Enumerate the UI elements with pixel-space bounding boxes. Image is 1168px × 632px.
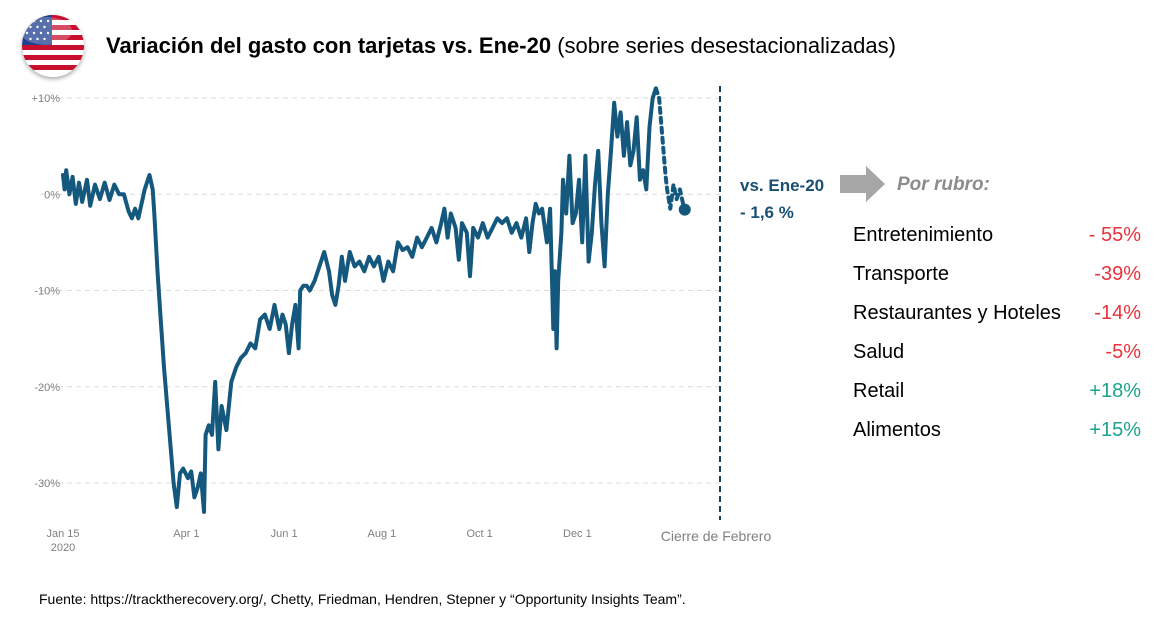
rubro-list: Entretenimiento - 55% Transporte -39% Restau…: [853, 224, 1153, 458]
y-tick-label: -10%: [34, 286, 60, 298]
rubro-value: +18%: [1089, 380, 1141, 402]
y-tick-label: -30%: [34, 478, 60, 490]
y-tick-label: +10%: [32, 93, 61, 105]
rubro-label: Transporte: [853, 263, 949, 285]
rubro-value: - 55%: [1088, 224, 1141, 246]
rubro-label: Retail: [853, 380, 905, 402]
x-tick-label: Apr 1: [173, 528, 199, 540]
rubro-row: Salud -5%: [853, 341, 1153, 380]
x-tick-label: Jun 1: [271, 528, 298, 540]
chart-series: [61, 86, 721, 520]
por-rubro-heading: Por rubro:: [897, 174, 990, 195]
title-row: Variación del gasto con tarjetas vs. Ene…: [22, 14, 896, 78]
rubro-value: +15%: [1089, 419, 1141, 441]
source-note: Fuente: https://tracktherecovery.org/, C…: [39, 591, 686, 607]
rubro-row: Alimentos +15%: [853, 419, 1153, 458]
chart-title-bold: Variación del gasto con tarjetas vs. Ene…: [106, 33, 552, 58]
callout-line1: vs. Ene-20: [740, 176, 825, 195]
y-axis-ticks: +10% 0% -10% -20% -30%: [32, 93, 61, 490]
rubro-value: -14%: [1094, 302, 1141, 324]
end-point-marker: [678, 203, 691, 216]
x-tick-label: Jan 15: [46, 528, 79, 540]
rubro-value: -5%: [1105, 341, 1141, 363]
x-tick-label-year: 2020: [51, 542, 75, 554]
y-tick-label: 0%: [44, 189, 60, 201]
rubro-label: Salud: [853, 341, 905, 363]
chart-title: Variación del gasto con tarjetas vs. Ene…: [106, 33, 896, 59]
rubro-label: Entretenimiento: [853, 224, 994, 246]
x-tick-label: Cierre de Febrero: [661, 528, 772, 544]
callout: vs. Ene-20 - 1,6 %: [740, 172, 824, 226]
rubro-row: Retail +18%: [853, 380, 1153, 419]
x-tick-label: Oct 1: [466, 528, 492, 540]
rubro-row: Restaurantes y Hoteles -14%: [853, 302, 1153, 341]
x-tick-label: Aug 1: [368, 528, 397, 540]
rubro-row: Transporte -39%: [853, 263, 1153, 302]
chart-grid: [40, 97, 720, 484]
rubro-label: Restaurantes y Hoteles: [853, 302, 1061, 324]
chart-title-normal: (sobre series desestacionalizadas): [551, 33, 896, 58]
rubro-row: Entretenimiento - 55%: [853, 224, 1153, 263]
series-line: [61, 86, 658, 514]
line-chart: +10% 0% -10% -20% -30% Jan 15 2020 Apr 1 Jun 1 A…: [32, 86, 771, 554]
y-tick-label: -20%: [34, 382, 60, 394]
rubro-label: Alimentos: [853, 419, 941, 441]
right-arrow-icon: [840, 166, 885, 202]
rubro-value: -39%: [1094, 263, 1141, 285]
x-tick-label: Dec 1: [563, 528, 592, 540]
series-line-dashed: [653, 86, 686, 211]
x-axis-ticks: Jan 15 2020 Apr 1 Jun 1 Aug 1 Oct 1 Dec 1 Cierr…: [46, 528, 771, 554]
callout-line2: - 1,6 %: [740, 203, 794, 222]
